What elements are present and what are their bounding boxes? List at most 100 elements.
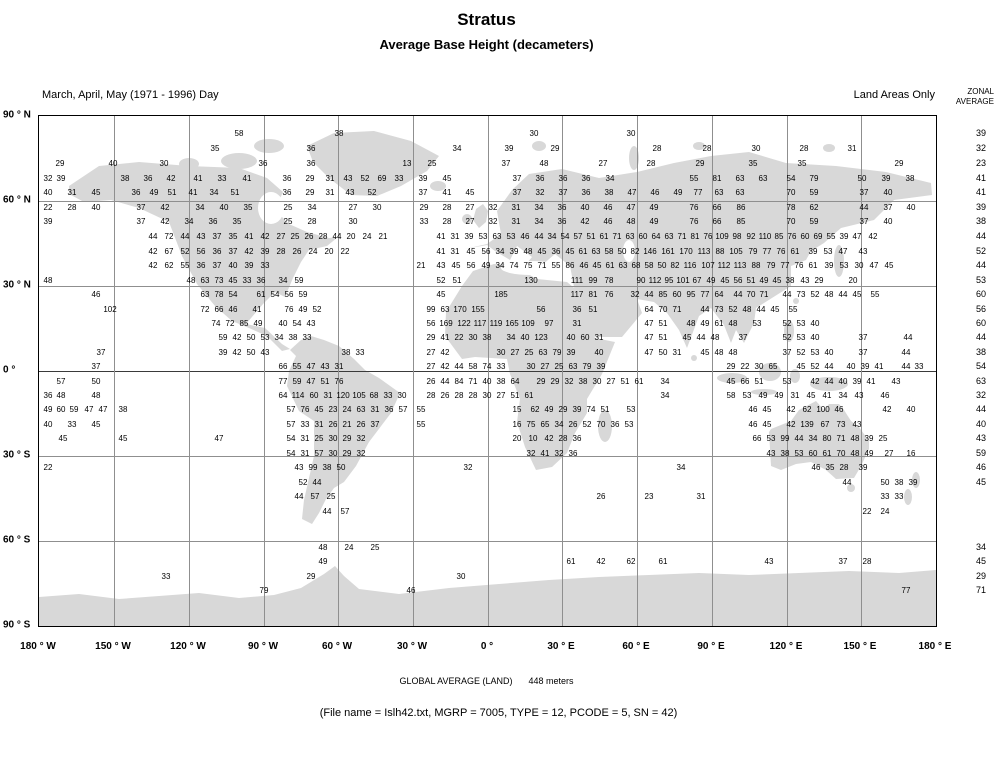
grid-value: 44	[733, 290, 743, 299]
grid-value: 36	[581, 174, 591, 183]
grid-value: 130	[524, 276, 538, 285]
grid-value: 26	[304, 232, 314, 241]
grid-value: 33	[161, 572, 171, 581]
grid-value: 15	[512, 405, 522, 414]
global-average: GLOBAL AVERAGE (LAND) 448 meters	[38, 676, 935, 686]
grid-value: 63	[356, 405, 366, 414]
grid-value: 34	[660, 391, 670, 400]
grid-value: 28	[442, 203, 452, 212]
grid-value: 32	[463, 463, 473, 472]
grid-value: 43	[260, 348, 270, 357]
grid-value: 39	[572, 405, 582, 414]
zonal-average-value: 41	[975, 187, 986, 197]
grid-value: 35	[228, 232, 238, 241]
grid-value: 29	[558, 405, 568, 414]
grid-value: 74	[482, 362, 492, 371]
lat-tick-label: 60 ° N	[3, 194, 31, 206]
grid-value: 112	[717, 261, 731, 270]
grid-value: 48	[523, 247, 533, 256]
grid-value: 34	[808, 434, 818, 443]
grid-value: 70	[836, 449, 846, 458]
grid-value: 75	[523, 261, 533, 270]
grid-value: 44	[794, 434, 804, 443]
latitude-gridline	[39, 201, 936, 202]
grid-value: 45	[772, 276, 782, 285]
grid-value: 40	[482, 377, 492, 386]
grid-value: 76	[787, 232, 797, 241]
grid-value: 41	[193, 174, 203, 183]
grid-value: 37	[859, 217, 869, 226]
grid-value: 26	[596, 492, 606, 501]
grid-value: 45	[91, 420, 101, 429]
page-subtitle: Average Base Height (decameters)	[379, 37, 594, 52]
grid-value: 45	[762, 405, 772, 414]
grid-value: 78	[214, 290, 224, 299]
grid-value: 71	[672, 305, 682, 314]
grid-value: 39	[504, 144, 514, 153]
grid-value: 66	[740, 377, 750, 386]
grid-value: 51	[510, 391, 520, 400]
grid-value: 114	[291, 391, 305, 400]
grid-value: 50	[857, 174, 867, 183]
grid-value: 47	[644, 333, 654, 342]
grid-value: 60	[56, 405, 66, 414]
grid-value: 50	[246, 348, 256, 357]
tasmania	[847, 484, 855, 492]
grid-value: 67	[164, 247, 174, 256]
grid-value: 29	[695, 159, 705, 168]
grid-value: 107	[701, 261, 715, 270]
lon-tick-label: 150 ° W	[95, 641, 131, 652]
zonal-average-value: 32	[975, 143, 986, 153]
grid-value: 44	[903, 333, 913, 342]
grid-value: 33	[880, 492, 890, 501]
lat-tick-label: 30 ° N	[3, 279, 31, 291]
grid-value: 36	[551, 247, 561, 256]
grid-value: 41	[442, 188, 452, 197]
grid-value: 22	[43, 203, 53, 212]
grid-value: 37	[228, 247, 238, 256]
grid-value: 72	[200, 305, 210, 314]
grid-value: 44	[696, 333, 706, 342]
grid-value: 45	[537, 247, 547, 256]
grid-value: 47	[214, 434, 224, 443]
grid-value: 29	[306, 572, 316, 581]
grid-value: 31	[325, 174, 335, 183]
grid-value: 42	[596, 557, 606, 566]
grid-value: 29	[814, 276, 824, 285]
grid-value: 34	[495, 261, 505, 270]
grid-value: 34	[547, 232, 557, 241]
grid-value: 123	[534, 333, 548, 342]
grid-value: 30	[592, 377, 602, 386]
grid-value: 16	[906, 449, 916, 458]
sri-lanka	[691, 355, 697, 361]
iceland	[430, 181, 446, 191]
grid-value: 30	[468, 333, 478, 342]
grid-value: 34	[534, 217, 544, 226]
antarctica-landmass	[39, 566, 936, 626]
grid-value: 38	[578, 377, 588, 386]
grid-value: 58	[468, 362, 478, 371]
grid-value: 36	[196, 261, 206, 270]
grid-value: 42	[160, 217, 170, 226]
lon-tick-label: 180 ° E	[918, 641, 952, 652]
grid-value: 32	[564, 377, 574, 386]
grid-value: 99	[426, 305, 436, 314]
grid-value: 53	[478, 232, 488, 241]
grid-value: 28	[646, 159, 656, 168]
longitude-gridline	[787, 116, 788, 626]
grid-value: 82	[670, 261, 680, 270]
latitude-gridline	[39, 541, 936, 542]
longitude-gridline	[114, 116, 115, 626]
grid-value: 64	[510, 377, 520, 386]
grid-value: 34	[838, 391, 848, 400]
grid-value: 34	[660, 377, 670, 386]
grid-value: 45	[442, 174, 452, 183]
grid-value: 58	[234, 129, 244, 138]
grid-value: 28	[442, 217, 452, 226]
grid-value: 45	[91, 188, 101, 197]
grid-value: 24	[344, 543, 354, 552]
season-label: March, April, May (1971 - 1996) Day	[42, 89, 219, 101]
grid-value: 86	[736, 203, 746, 212]
grid-value: 117	[570, 290, 584, 299]
grid-value: 24	[308, 247, 318, 256]
